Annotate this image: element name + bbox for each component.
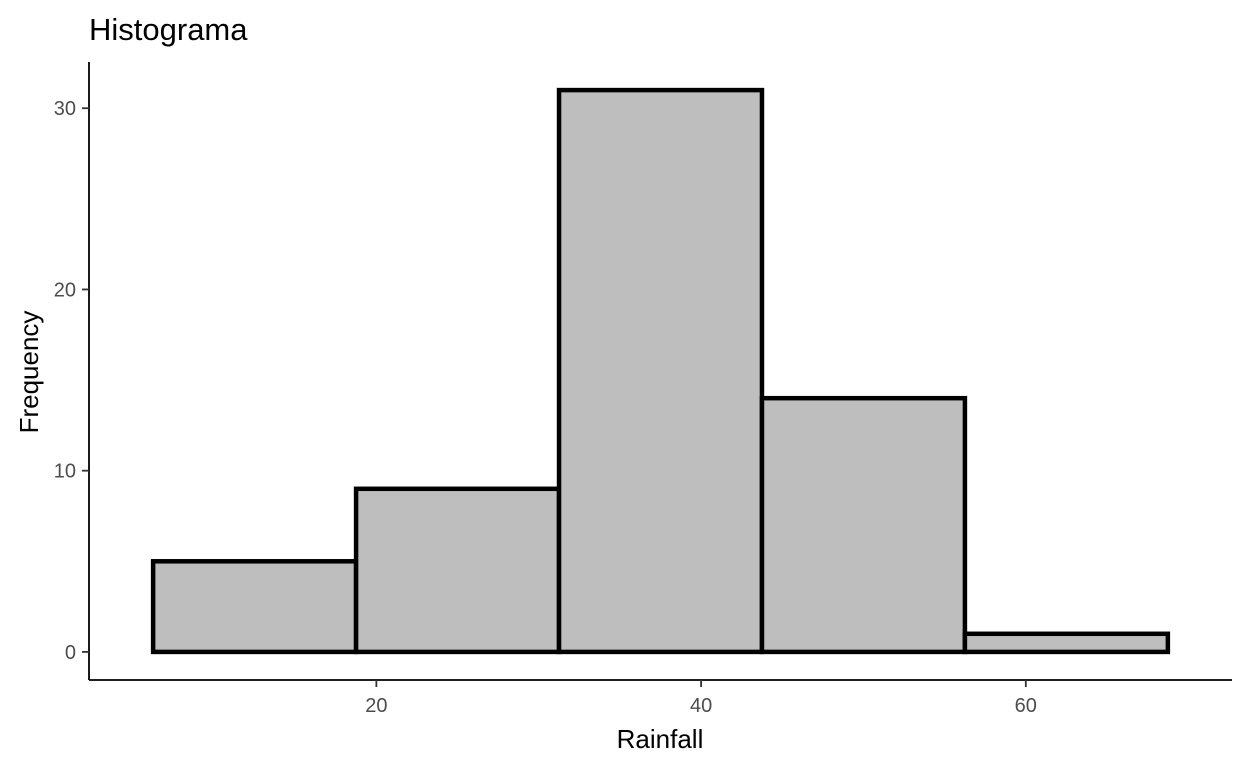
chart-title: Histograma <box>89 12 248 47</box>
x-tick-label: 60 <box>1015 695 1037 717</box>
y-tick-label: 10 <box>54 461 76 483</box>
histogram-bar-3 <box>556 87 765 655</box>
histogram-bar-2 <box>353 486 562 655</box>
histogram-bar-4 <box>759 395 968 655</box>
histogram-bar-5 <box>962 631 1171 655</box>
x-axis: 20 40 60 <box>89 679 1232 717</box>
bars-group <box>150 87 1171 655</box>
y-axis: 0 10 20 30 <box>54 62 90 680</box>
x-tick-label: 40 <box>690 695 712 717</box>
y-tick-label: 0 <box>65 642 76 664</box>
x-tick-label: 20 <box>365 695 387 717</box>
x-axis-label: Rainfall <box>617 724 704 754</box>
histogram-bar-1 <box>150 559 359 655</box>
y-tick-label: 20 <box>54 279 76 301</box>
y-axis-label: Frequency <box>14 311 44 434</box>
y-tick-label: 30 <box>54 98 76 120</box>
